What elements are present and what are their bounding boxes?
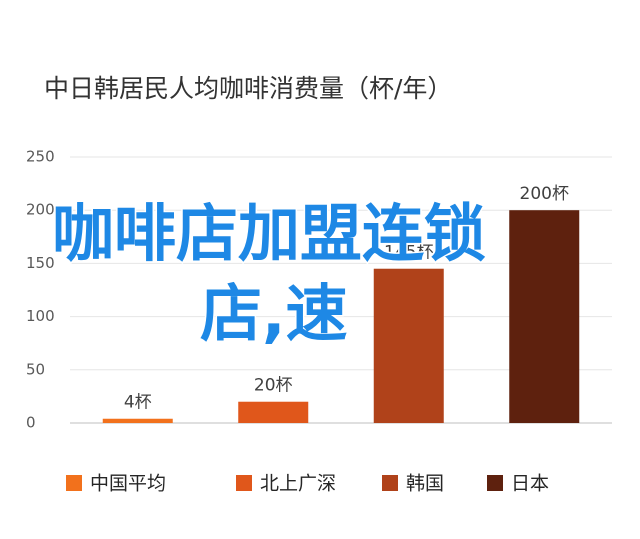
bar bbox=[238, 401, 309, 423]
y-tick-label: 50 bbox=[26, 360, 45, 378]
legend-label: 中国平均 bbox=[90, 473, 166, 495]
y-tick-label: 0 bbox=[26, 414, 36, 432]
bar bbox=[373, 268, 444, 423]
legend-label: 日本 bbox=[511, 473, 549, 495]
bar bbox=[102, 418, 173, 423]
overlay-text: 咖啡店加盟连锁 bbox=[52, 197, 486, 270]
legend-swatch bbox=[66, 475, 82, 491]
data-label: 20杯 bbox=[254, 376, 293, 396]
data-label: 200杯 bbox=[520, 184, 569, 204]
data-label: 145杯 bbox=[384, 243, 433, 263]
legend-label: 北上广深 bbox=[260, 473, 336, 495]
y-tick-label: 250 bbox=[26, 148, 55, 166]
legend-swatch bbox=[487, 475, 503, 491]
chart-title: 中日韩居民人均咖啡消费量（杯/年） bbox=[44, 74, 452, 103]
y-tick-label: 200 bbox=[26, 201, 55, 219]
overlay-text: 店,速 bbox=[200, 277, 348, 350]
legend-label: 韩国 bbox=[406, 473, 444, 495]
legend-swatch bbox=[236, 475, 252, 491]
legend-swatch bbox=[382, 475, 398, 491]
data-label: 4杯 bbox=[124, 393, 152, 413]
y-tick-label: 150 bbox=[26, 254, 55, 272]
bar bbox=[509, 210, 580, 423]
y-tick-label: 100 bbox=[26, 307, 55, 325]
